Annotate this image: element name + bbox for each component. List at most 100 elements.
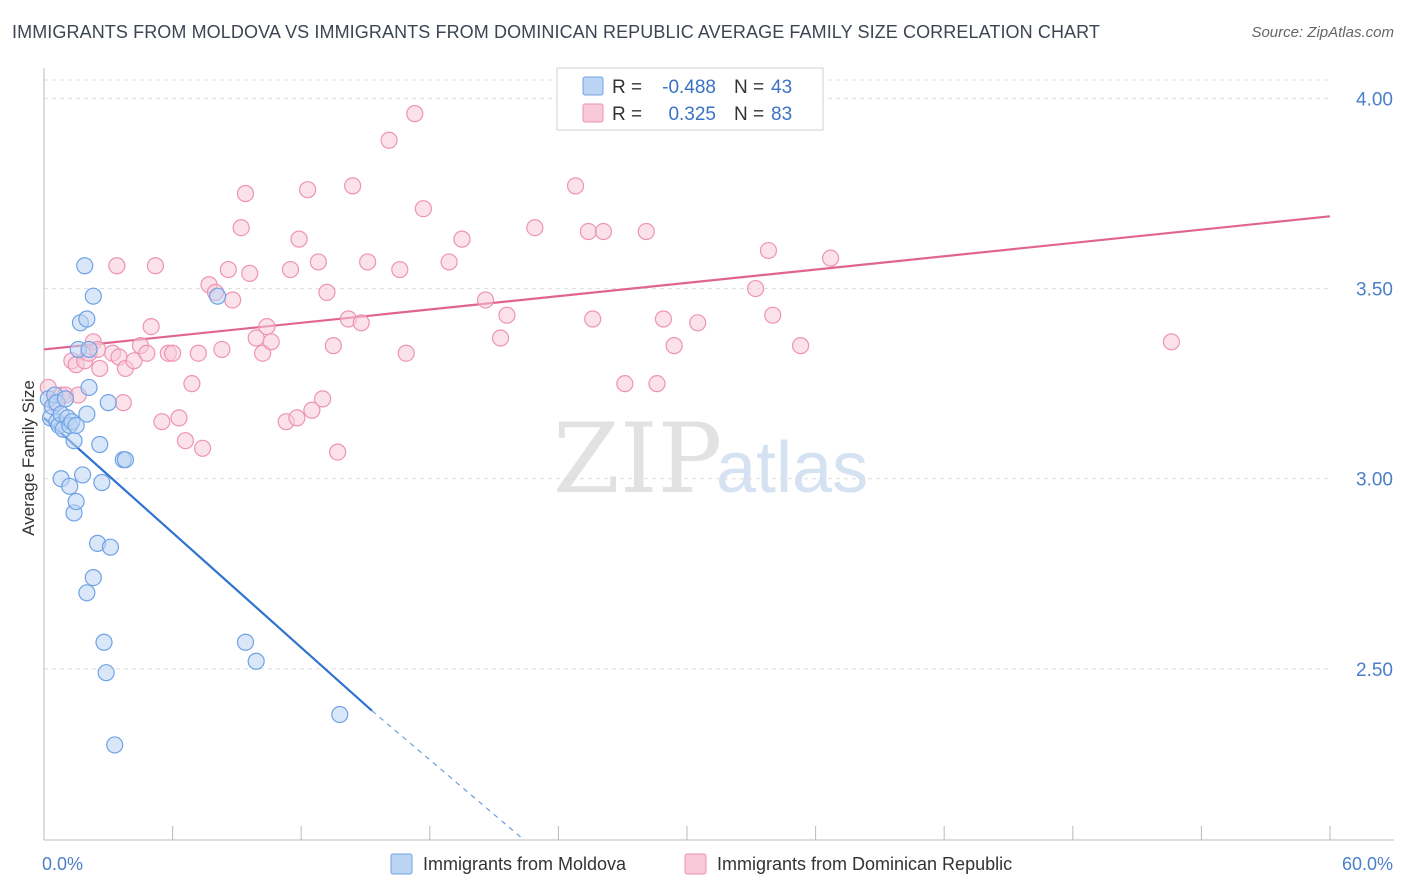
legend-swatch-dominican [582, 103, 604, 123]
data-point [262, 333, 280, 351]
y-tick-label: 4.00 [1356, 89, 1393, 110]
data-point [318, 283, 336, 301]
data-point [78, 310, 96, 328]
data-point [78, 405, 96, 423]
data-point [91, 359, 109, 378]
data-point [290, 230, 308, 248]
data-point [359, 253, 377, 271]
y-tick-label: 2.50 [1356, 660, 1393, 681]
trend-line-extension-0 [371, 710, 525, 841]
correlation-legend: R = -0.488 N = 43 R = 0.325 N = 83 [556, 67, 824, 131]
data-point [665, 337, 683, 355]
y-axis-label: Average Family Size [19, 380, 38, 536]
data-point [526, 219, 544, 237]
legend-n-value-dominican: 83 [771, 104, 792, 125]
data-point [91, 435, 109, 454]
data-point [299, 181, 317, 199]
trend-line-1 [43, 215, 1331, 351]
data-point [209, 287, 227, 305]
data-point [189, 344, 207, 362]
data-point [453, 230, 471, 248]
data-points [39, 105, 1180, 754]
data-point [329, 443, 347, 461]
data-point [236, 184, 255, 203]
legend-r-label-moldova: R = [612, 77, 642, 98]
data-point [759, 241, 778, 260]
data-point [76, 257, 94, 275]
series-legend: Immigrants from Moldova Immigrants from … [390, 853, 1012, 875]
data-point [241, 264, 259, 282]
data-point [764, 306, 782, 324]
data-point [56, 390, 75, 408]
data-point [654, 310, 673, 328]
x-tick-labels: 0.0% 60.0% [42, 854, 1393, 874]
data-point [73, 466, 92, 484]
data-point [352, 314, 370, 332]
data-point [594, 222, 613, 241]
data-point [67, 492, 85, 511]
data-point [314, 390, 332, 408]
series-legend-label-dominican: Immigrants from Dominican Republic [717, 854, 1012, 874]
data-point [114, 394, 132, 412]
data-point [476, 291, 495, 309]
legend-n-label-dominican: N = [734, 104, 764, 125]
legend-r-label-dominican: R = [612, 104, 642, 125]
zipatlas-watermark: ZIP atlas [553, 403, 868, 515]
data-point [153, 413, 171, 431]
series-legend-swatch-moldova [390, 853, 413, 875]
data-point [258, 318, 276, 336]
data-point [791, 337, 810, 355]
data-point [232, 219, 250, 237]
data-point [648, 375, 666, 393]
data-point [324, 337, 342, 355]
data-point [406, 105, 424, 123]
data-point [176, 432, 195, 450]
trend-lines [43, 215, 1331, 841]
data-point [414, 200, 432, 218]
data-point [616, 375, 634, 393]
data-point [224, 291, 242, 309]
legend-r-value-dominican: 0.325 [668, 104, 716, 125]
data-point [281, 260, 300, 279]
data-point [566, 177, 585, 195]
data-point [116, 451, 135, 469]
data-point [61, 477, 79, 495]
data-point [288, 409, 306, 427]
data-point [80, 340, 98, 359]
data-point [236, 633, 255, 651]
y-tick-labels: 2.50 3.00 3.50 4.00 [1356, 89, 1393, 680]
data-point [637, 222, 655, 241]
data-point [99, 394, 117, 412]
data-point [194, 439, 212, 457]
x-tick-label-start: 0.0% [42, 854, 83, 874]
data-point [331, 705, 349, 724]
data-point [303, 401, 321, 419]
data-point [95, 633, 113, 651]
watermark-zip: ZIP [553, 403, 722, 515]
data-point [491, 329, 510, 347]
data-point [247, 652, 265, 670]
data-point [380, 131, 398, 149]
data-point [584, 310, 602, 328]
data-point [822, 249, 840, 267]
watermark-atlas: atlas [716, 428, 868, 508]
data-point [1162, 333, 1180, 351]
source-label: Source: ZipAtlas.com [1251, 24, 1394, 41]
series-legend-swatch-dominican [684, 853, 707, 875]
y-tick-label: 3.50 [1356, 280, 1393, 301]
data-point [125, 352, 143, 370]
data-point [101, 538, 120, 556]
data-point [97, 664, 115, 682]
data-point [254, 344, 272, 362]
data-point [746, 279, 765, 298]
data-point [219, 260, 237, 279]
data-point [138, 344, 156, 362]
data-point [78, 584, 96, 602]
data-point [93, 473, 111, 492]
data-point [106, 736, 124, 754]
trend-line-0 [43, 417, 373, 712]
chart-title: IMMIGRANTS FROM MOLDOVA VS IMMIGRANTS FR… [12, 22, 1101, 42]
legend-swatch-moldova [582, 76, 604, 96]
data-point [391, 260, 409, 279]
data-point [309, 253, 327, 271]
